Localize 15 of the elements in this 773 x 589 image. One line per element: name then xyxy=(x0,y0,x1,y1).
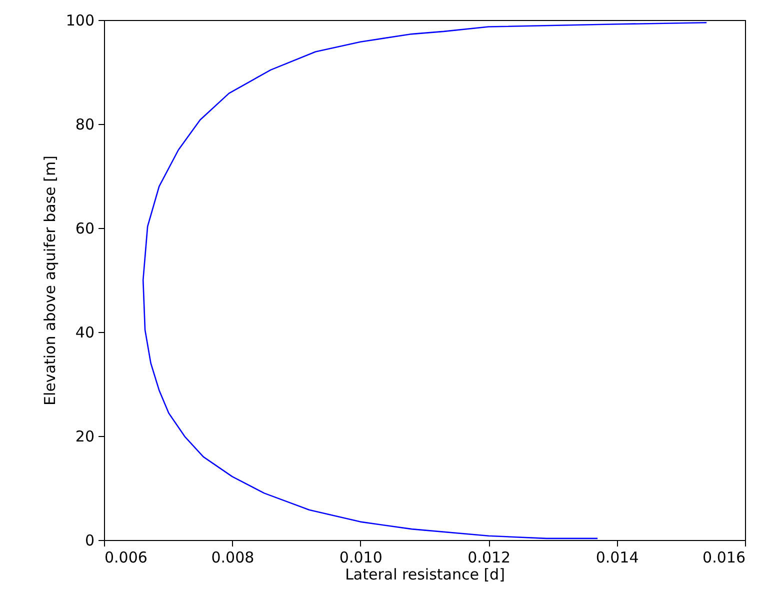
x-tick-label: 0.016 xyxy=(702,548,746,566)
y-tick-label: 40 xyxy=(75,324,94,342)
y-tick-label: 20 xyxy=(75,428,94,446)
y-tick-label: 100 xyxy=(66,12,94,30)
y-tick-label: 60 xyxy=(75,220,94,238)
x-tick-label: 0.008 xyxy=(211,548,254,566)
y-axis-title: Elevation above aquifer base [m] xyxy=(40,156,59,406)
x-tick-label: 0.014 xyxy=(596,548,639,566)
x-tick-label: 0.006 xyxy=(104,548,148,566)
x-tick-label: 0.012 xyxy=(468,548,511,566)
y-tick-label: 80 xyxy=(75,116,94,134)
x-tick-label: 0.010 xyxy=(339,548,382,566)
line-series xyxy=(142,22,708,540)
y-tick-label: 0 xyxy=(84,532,94,550)
x-axis-title: Lateral resistance [d] xyxy=(345,566,505,584)
